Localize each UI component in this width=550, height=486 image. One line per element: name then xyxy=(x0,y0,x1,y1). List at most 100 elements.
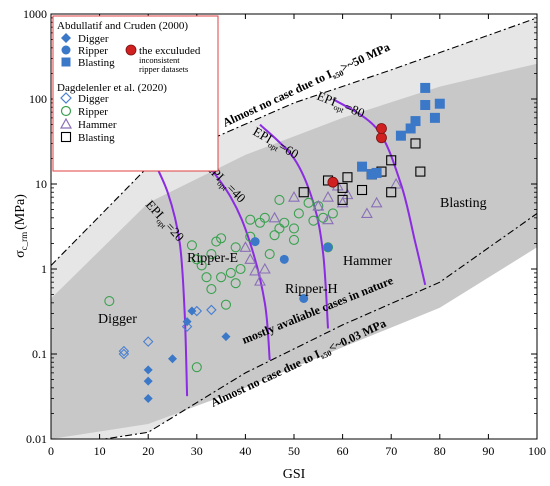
point-square-filled-8 xyxy=(429,112,440,123)
zone-label-blasting: Blasting xyxy=(440,196,487,211)
legend-blasting-filled-marker xyxy=(61,57,71,67)
y-tick-label-10: 10 xyxy=(35,177,47,191)
point-circle-open-20 xyxy=(264,248,275,260)
epi80-pre: EPI xyxy=(315,88,339,109)
point-triangle-open-13 xyxy=(360,207,373,219)
x-tick-label-90: 90 xyxy=(482,444,494,458)
upper-anno-post: >~50 MPa xyxy=(338,40,392,75)
legend-group2-title: Dagdelenler et al. (2020) xyxy=(57,82,167,94)
point-circle-open-27 xyxy=(293,208,304,219)
point-circle-open-29 xyxy=(308,215,319,226)
legend-group2-blasting: Blasting xyxy=(78,132,115,144)
point-diamond-open-3 xyxy=(181,321,193,332)
x-tick-label-100: 100 xyxy=(528,444,546,458)
legend-frame xyxy=(52,15,219,172)
x-tick-label-20: 20 xyxy=(142,444,154,458)
point-triangle-open-1 xyxy=(244,253,257,264)
legend-hammer-open-marker xyxy=(59,117,73,129)
y-tick-label-1: 1 xyxy=(41,262,47,276)
point-circle-open-1 xyxy=(191,362,202,373)
point-circle-open-24 xyxy=(279,217,290,228)
point-diamond-filled-4 xyxy=(182,317,192,327)
point-circle-filled-2 xyxy=(299,293,309,303)
point-circle-open-4 xyxy=(196,260,207,271)
legend-digger-filled-marker xyxy=(61,33,71,43)
epi80-post: =80 xyxy=(342,99,366,121)
x-axis-title: GSI xyxy=(283,467,306,482)
point-circle-open-33 xyxy=(327,208,338,219)
point-square-filled-9 xyxy=(434,98,445,109)
point-circle-open-6 xyxy=(206,284,217,295)
legend: Abdullatif and Cruden (2000) Digger Ripp… xyxy=(52,15,219,172)
legend-group1-ripper: Ripper xyxy=(78,45,108,57)
point-diamond-open-2 xyxy=(142,336,154,347)
point-circle-open-21 xyxy=(269,230,280,241)
point-triangle-open-2 xyxy=(249,264,262,276)
x-tick-label-0: 0 xyxy=(48,444,54,458)
point-circle-open-28 xyxy=(303,197,314,208)
point-circle-open-22 xyxy=(274,194,285,205)
upper-limit-line xyxy=(51,17,537,266)
legend-excluded-line1: the exculuded xyxy=(139,45,201,57)
point-triangle-open-9 xyxy=(322,213,334,225)
point-square-filled-2 xyxy=(371,167,382,178)
point-square-open-5 xyxy=(356,184,368,196)
legend-excluded-marker xyxy=(125,44,137,56)
epi-curve-40 xyxy=(195,149,271,361)
legend-excluded-line3: ripper datasets xyxy=(139,64,188,74)
legend-excluded-line2: inconsistent xyxy=(139,55,180,65)
point-circle-open-12 xyxy=(225,267,236,278)
y-axis-title-sub: c_rm xyxy=(19,232,29,251)
point-square-open-11 xyxy=(415,166,426,177)
point-triangle-open-7 xyxy=(312,199,325,211)
y-tick-label-100: 100 xyxy=(29,92,47,106)
x-tick-label-40: 40 xyxy=(239,444,251,458)
point-circle-open-14 xyxy=(230,242,241,253)
legend-group1-blasting: Blasting xyxy=(78,57,115,69)
x-tick-label-10: 10 xyxy=(94,444,106,458)
point-circle-filled-0 xyxy=(250,237,260,247)
lower-anno-sub: s50 xyxy=(319,348,333,361)
y-tick-label-1000: 1000 xyxy=(23,7,47,21)
point-square-open-4 xyxy=(342,172,353,183)
x-tick-label-60: 60 xyxy=(337,444,349,458)
point-circle-open-2 xyxy=(186,240,197,251)
point-triangle-open-6 xyxy=(288,191,300,202)
y-tick-label-0.01: 0.01 xyxy=(26,432,47,446)
epi80-sub: opt xyxy=(332,103,346,115)
zone-label-ripper-e: Ripper-E xyxy=(187,251,238,266)
point-diamond-filled-6 xyxy=(221,332,231,342)
legend-digger-open-marker xyxy=(60,92,72,104)
point-circle-open-5 xyxy=(201,272,212,283)
point-triangle-open-14 xyxy=(370,196,383,208)
point-square-open-3 xyxy=(337,182,348,193)
point-circle-open-9 xyxy=(216,233,227,244)
point-circle-open-13 xyxy=(230,278,241,289)
epi-curve-20 xyxy=(147,149,189,397)
point-square-open-8 xyxy=(386,155,397,166)
legend-group1-title: Abdullatif and Cruden (2000) xyxy=(57,20,188,32)
epi-label-80: EPIopt=80 xyxy=(314,88,367,123)
x-tick-label-50: 50 xyxy=(288,444,300,458)
inner-band xyxy=(51,63,537,439)
point-diamond-open-5 xyxy=(206,304,217,316)
point-triangle-open-3 xyxy=(254,274,266,286)
point-triangle-open-11 xyxy=(336,196,349,208)
y-axis-title-main: σ xyxy=(13,250,28,258)
zone-label-digger: Digger xyxy=(98,312,137,327)
lower-limit-line xyxy=(100,213,537,439)
legend-blasting-open-marker xyxy=(60,131,72,143)
x-tick-label-70: 70 xyxy=(385,444,397,458)
x-tick-label-80: 80 xyxy=(434,444,446,458)
point-triangle-open-0 xyxy=(239,241,252,252)
point-circle-open-25 xyxy=(288,234,300,245)
point-diamond-filled-0 xyxy=(143,393,153,403)
upper-anno-sub: s50 xyxy=(331,68,345,81)
point-square-open-9 xyxy=(386,187,397,198)
legend-group2-hammer: Hammer xyxy=(78,119,117,131)
legend-group1-digger: Digger xyxy=(78,33,109,45)
axis-ticks: 0 10 20 30 40 50 60 70 80 90 100 0.01 0.1 1 10 100 1000 xyxy=(23,7,546,458)
point-circle-open-7 xyxy=(206,248,217,260)
legend-group2-digger: Digger xyxy=(78,93,109,105)
zone-label-hammer: Hammer xyxy=(343,254,392,269)
